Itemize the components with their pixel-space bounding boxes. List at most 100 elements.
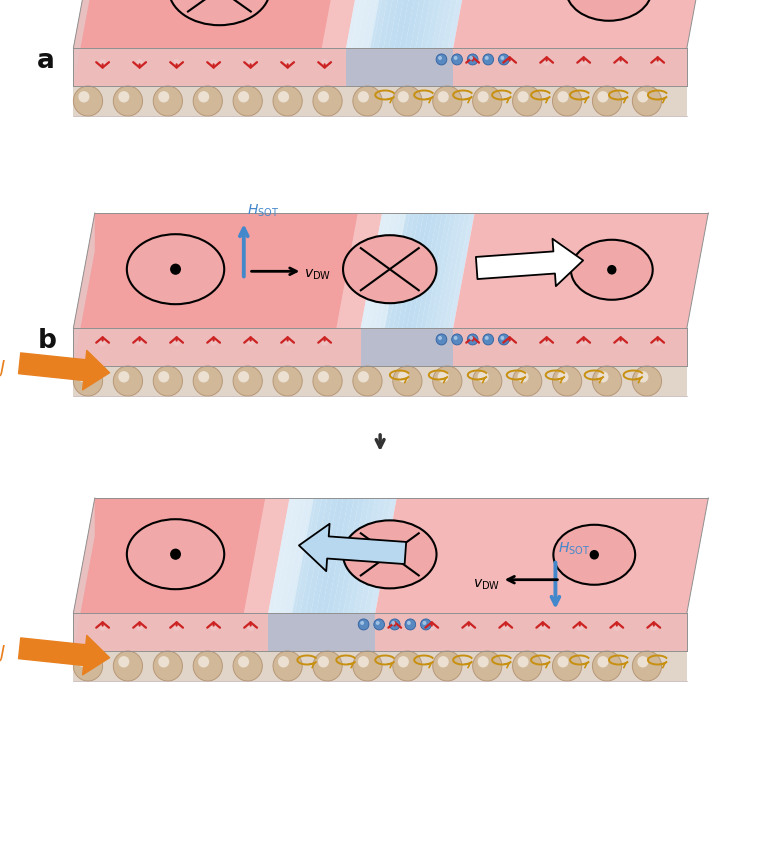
Polygon shape	[290, 498, 316, 613]
Circle shape	[478, 372, 489, 383]
Circle shape	[173, 339, 180, 346]
Polygon shape	[306, 498, 332, 613]
Circle shape	[518, 91, 528, 102]
Circle shape	[472, 366, 502, 396]
Polygon shape	[366, 213, 391, 328]
Circle shape	[428, 624, 435, 631]
Circle shape	[393, 366, 422, 396]
Circle shape	[238, 372, 249, 383]
Circle shape	[452, 54, 463, 65]
Polygon shape	[73, 86, 687, 116]
Ellipse shape	[571, 240, 653, 299]
Circle shape	[433, 86, 462, 116]
Circle shape	[466, 624, 472, 631]
Circle shape	[313, 86, 342, 116]
Circle shape	[452, 334, 463, 345]
Circle shape	[358, 91, 369, 102]
Polygon shape	[354, 498, 381, 613]
Circle shape	[238, 656, 249, 667]
Circle shape	[500, 336, 504, 340]
Polygon shape	[370, 498, 397, 613]
Circle shape	[118, 91, 129, 102]
Polygon shape	[73, 0, 95, 86]
Circle shape	[637, 372, 649, 383]
Text: $H_{\mathrm{SOT}}$: $H_{\mathrm{SOT}}$	[247, 203, 279, 220]
Polygon shape	[327, 498, 354, 613]
Circle shape	[158, 656, 170, 667]
Polygon shape	[426, 0, 453, 48]
Polygon shape	[389, 0, 416, 48]
Circle shape	[453, 336, 457, 340]
Circle shape	[318, 91, 329, 102]
Circle shape	[617, 59, 624, 66]
Circle shape	[233, 366, 263, 396]
Polygon shape	[416, 213, 442, 328]
Circle shape	[436, 334, 447, 345]
Polygon shape	[375, 213, 400, 328]
Text: $J$: $J$	[0, 643, 7, 664]
Text: $v_{\mathrm{DW}}$: $v_{\mathrm{DW}}$	[473, 578, 500, 592]
Polygon shape	[394, 0, 421, 48]
Polygon shape	[370, 213, 396, 328]
Polygon shape	[453, 213, 709, 328]
Circle shape	[73, 86, 103, 116]
Polygon shape	[73, 366, 687, 396]
Polygon shape	[268, 498, 295, 613]
Circle shape	[193, 651, 223, 681]
Circle shape	[360, 621, 364, 625]
Ellipse shape	[343, 235, 437, 303]
Circle shape	[153, 651, 182, 681]
Circle shape	[597, 372, 609, 383]
Polygon shape	[412, 213, 438, 328]
Circle shape	[198, 372, 209, 383]
Circle shape	[210, 59, 217, 66]
Circle shape	[321, 59, 328, 66]
Circle shape	[173, 624, 180, 631]
Circle shape	[637, 656, 649, 667]
Polygon shape	[268, 613, 375, 651]
Polygon shape	[435, 213, 461, 328]
Circle shape	[397, 91, 409, 102]
Circle shape	[498, 54, 509, 65]
Circle shape	[210, 624, 217, 631]
Circle shape	[469, 56, 473, 60]
Circle shape	[617, 339, 624, 346]
Polygon shape	[73, 213, 95, 366]
Circle shape	[114, 86, 142, 116]
Polygon shape	[284, 498, 311, 613]
Circle shape	[358, 372, 369, 383]
Circle shape	[632, 366, 662, 396]
Circle shape	[99, 59, 106, 66]
Polygon shape	[384, 0, 410, 48]
Circle shape	[318, 372, 329, 383]
Circle shape	[580, 339, 587, 346]
Circle shape	[469, 59, 476, 66]
Polygon shape	[351, 0, 378, 48]
Polygon shape	[362, 0, 389, 48]
Polygon shape	[316, 498, 343, 613]
Circle shape	[518, 656, 528, 667]
Circle shape	[79, 372, 89, 383]
Polygon shape	[73, 48, 687, 86]
Polygon shape	[73, 651, 687, 681]
Circle shape	[539, 624, 547, 631]
Circle shape	[438, 56, 442, 60]
Polygon shape	[73, 498, 290, 613]
Circle shape	[654, 59, 661, 66]
Polygon shape	[405, 0, 431, 48]
Circle shape	[478, 91, 489, 102]
Circle shape	[597, 656, 609, 667]
Circle shape	[136, 59, 143, 66]
Circle shape	[73, 651, 103, 681]
Circle shape	[391, 624, 398, 631]
Ellipse shape	[553, 525, 635, 585]
Circle shape	[278, 91, 289, 102]
Polygon shape	[73, 328, 687, 366]
Circle shape	[114, 651, 142, 681]
Polygon shape	[360, 328, 453, 366]
Circle shape	[118, 372, 129, 383]
Polygon shape	[295, 498, 322, 613]
Ellipse shape	[127, 519, 224, 589]
Polygon shape	[279, 498, 306, 613]
Circle shape	[632, 86, 662, 116]
